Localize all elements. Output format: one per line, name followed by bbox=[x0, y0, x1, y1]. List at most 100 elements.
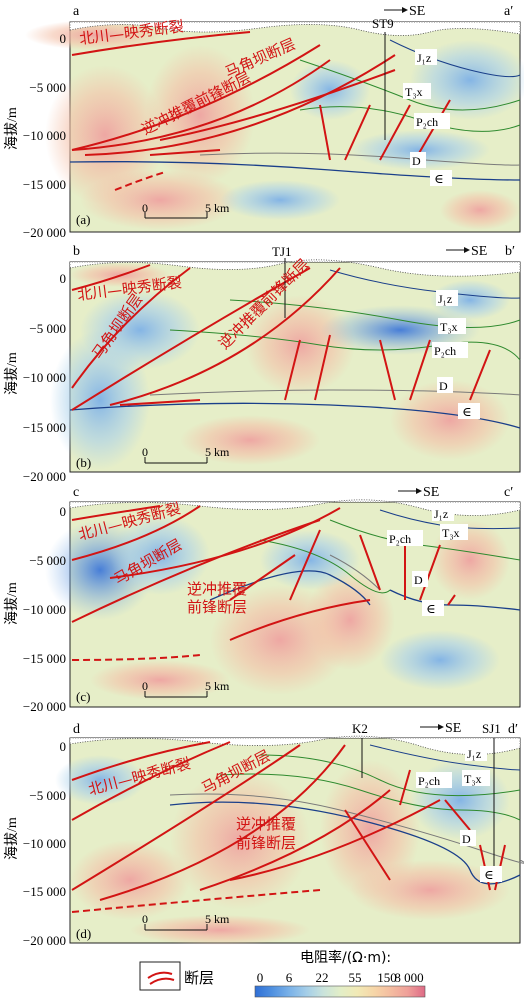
svg-text:5 km: 5 km bbox=[205, 445, 230, 459]
y-axis-label-c: 海拔/m bbox=[4, 582, 20, 625]
panel-a-horizon-cam bbox=[69, 161, 521, 181]
panel-c-fault3a-label: 逆冲推覆 bbox=[187, 580, 247, 598]
panel-b-topography bbox=[69, 259, 521, 277]
panel-c-label-cam: ∈ bbox=[426, 601, 436, 616]
svg-text:55: 55 bbox=[349, 970, 362, 985]
svg-text:−10 000: −10 000 bbox=[23, 128, 66, 143]
svg-text:0: 0 bbox=[142, 201, 148, 215]
svg-text:6: 6 bbox=[286, 970, 293, 985]
colorbar-ticks: 0 6 22 55 150 8 000 bbox=[257, 970, 424, 985]
svg-text:−10 000: −10 000 bbox=[23, 370, 66, 385]
panel-a-direction: SE bbox=[384, 4, 425, 19]
svg-text:−20 000: −20 000 bbox=[23, 933, 66, 948]
panel-d-label-d: D bbox=[462, 832, 471, 846]
panel-c-horizon-d bbox=[329, 554, 381, 591]
y-axis-label-a: 海拔/m bbox=[4, 107, 20, 150]
panel-c-direction: SE bbox=[398, 485, 439, 500]
panel-d-tag: (d) bbox=[76, 926, 91, 941]
svg-text:0: 0 bbox=[142, 912, 148, 926]
svg-text:0: 0 bbox=[60, 504, 67, 519]
y-axis-label-b: 海拔/m bbox=[4, 352, 20, 395]
svg-text:−5 000: −5 000 bbox=[29, 80, 66, 95]
svg-text:0: 0 bbox=[257, 970, 264, 985]
panel-c-label-jz: J₁z bbox=[434, 507, 448, 521]
panel-b-label-d: D bbox=[439, 379, 448, 393]
panel-c-faults bbox=[71, 505, 456, 661]
panel-a-label-cam: ∈ bbox=[434, 171, 444, 186]
svg-text:0: 0 bbox=[60, 271, 67, 286]
panel-d-well2-label: SJ1 bbox=[482, 721, 501, 736]
panel-a-label-tx: T₃x bbox=[405, 85, 423, 99]
panel-b-scale-bar: 0 5 km bbox=[142, 445, 230, 464]
panel-d: d d′ SE bbox=[55, 721, 524, 945]
svg-text:−5 000: −5 000 bbox=[29, 788, 66, 803]
svg-text:−15 000: −15 000 bbox=[23, 177, 66, 192]
svg-text:−10 000: −10 000 bbox=[23, 836, 66, 851]
panel-a-tag: (a) bbox=[76, 212, 90, 227]
legend: 断层 电阻率/(Ω·m): 0 6 22 55 150 8 000 bbox=[139, 949, 426, 998]
svg-text:SE: SE bbox=[445, 721, 461, 736]
svg-text:−5 000: −5 000 bbox=[29, 553, 66, 568]
panel-a: a a′ SE bbox=[25, 4, 524, 233]
panel-c-horizon-pch bbox=[259, 539, 391, 594]
panel-a-scale-bar: 0 5 km bbox=[142, 201, 230, 219]
legend-fault-symbol bbox=[139, 961, 181, 991]
colorbar bbox=[254, 985, 426, 998]
panel-b-well-label: TJ1 bbox=[272, 244, 292, 259]
panel-c-fault3b-label: 前锋断层 bbox=[187, 598, 247, 616]
svg-text:−15 000: −15 000 bbox=[23, 651, 66, 666]
panel-b-label-cam: ∈ bbox=[462, 404, 472, 419]
legend-fault-label: 断层 bbox=[184, 969, 214, 987]
panel-a-label-d: D bbox=[412, 154, 421, 168]
panel-d-label-pch: P₂ch bbox=[418, 774, 440, 788]
panel-a-resistivity-field bbox=[25, 20, 524, 230]
svg-text:5 km: 5 km bbox=[205, 201, 230, 215]
panel-d-resistivity-field bbox=[55, 755, 510, 945]
panel-d-direction: SE bbox=[420, 721, 461, 736]
panel-a-horizon-jz bbox=[389, 39, 521, 78]
panel-c-horizon-cam2 bbox=[389, 589, 521, 611]
panel-d-fault3b-label: 前锋断层 bbox=[236, 834, 296, 852]
svg-text:8 000: 8 000 bbox=[394, 970, 423, 985]
panel-a-label-jz: J₁z bbox=[417, 51, 431, 65]
panel-b-faults bbox=[71, 264, 491, 411]
panel-c-scale-bar: 0 5 km bbox=[142, 679, 230, 698]
svg-text:0: 0 bbox=[60, 739, 67, 754]
y-axis-labels: 海拔/m 海拔/m 海拔/m 海拔/m bbox=[4, 107, 20, 860]
svg-text:5 km: 5 km bbox=[205, 912, 230, 926]
svg-text:−15 000: −15 000 bbox=[23, 420, 66, 435]
panel-c-horizon-cam bbox=[209, 570, 371, 606]
panel-d-horizon-tx bbox=[259, 754, 521, 797]
panel-b-horizon-d bbox=[149, 389, 521, 396]
panel-b-label-jz: J₁z bbox=[438, 292, 452, 306]
panel-b-left-letter: b bbox=[73, 244, 80, 259]
panel-b-label-pch: P₂ch bbox=[434, 344, 456, 358]
panel-d-label-tx: T₃x bbox=[464, 772, 482, 786]
panel-c-right-letter: c′ bbox=[504, 485, 513, 500]
svg-text:22: 22 bbox=[316, 970, 329, 985]
svg-text:−5 000: −5 000 bbox=[29, 321, 66, 336]
panel-b-label-tx: T₃x bbox=[440, 320, 458, 334]
panel-b-horizon-pch bbox=[169, 329, 521, 361]
panel-b-direction: SE bbox=[446, 244, 487, 259]
panel-c-resistivity-field bbox=[45, 515, 510, 700]
y-axes: 0 −5 000 −10 000 −15 000 −20 000 0 −5 00… bbox=[23, 31, 66, 948]
panel-a-left-letter: a bbox=[73, 4, 80, 19]
panel-a-horizon-tx bbox=[299, 59, 521, 111]
panel-c-left-letter: c bbox=[73, 485, 79, 500]
svg-text:SE: SE bbox=[471, 244, 487, 259]
panel-c-label-pch: P₂ch bbox=[389, 532, 411, 546]
panel-d-label-jz: J₁z bbox=[467, 747, 481, 761]
panel-d-well-label: K2 bbox=[352, 721, 368, 736]
svg-text:5 km: 5 km bbox=[205, 679, 230, 693]
panel-a-faults bbox=[71, 31, 451, 191]
svg-text:0: 0 bbox=[60, 31, 67, 46]
panel-d-left-letter: d bbox=[73, 722, 80, 737]
panel-d-scale-bar: 0 5 km bbox=[142, 912, 230, 931]
panel-d-fault3a-label: 逆冲推覆 bbox=[236, 815, 296, 833]
panel-c-tag: (c) bbox=[76, 689, 90, 704]
panel-b-horizon-tx bbox=[229, 299, 521, 328]
svg-text:0: 0 bbox=[142, 679, 148, 693]
panel-a-topography bbox=[69, 21, 521, 36]
svg-text:−10 000: −10 000 bbox=[23, 602, 66, 617]
